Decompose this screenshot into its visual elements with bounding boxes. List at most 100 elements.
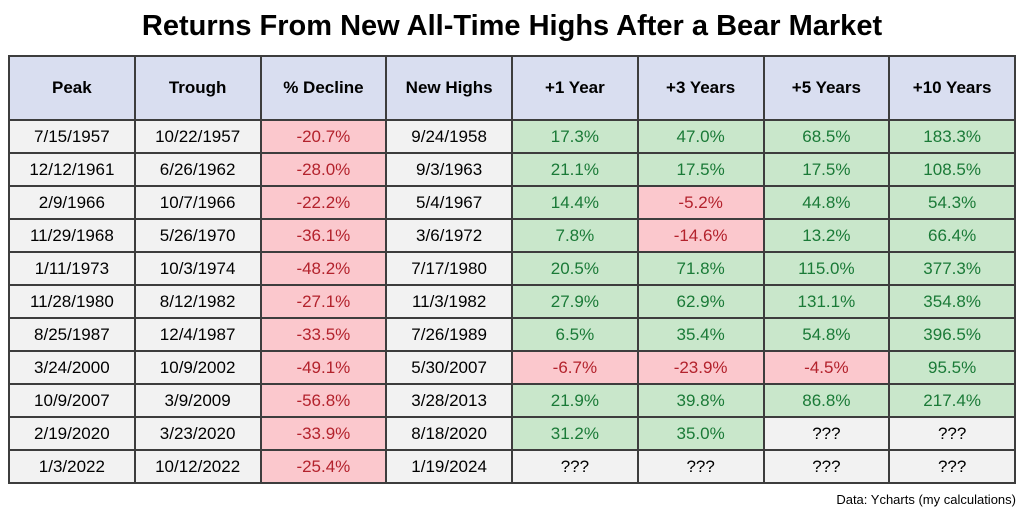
table-cell: ??? bbox=[636, 449, 765, 484]
table-cell: 7/17/1980 bbox=[385, 251, 513, 286]
table-row: 3/24/2000 10/9/2002 -49.1% 5/30/2007 -6.7% -2… bbox=[8, 350, 1016, 385]
table-row: 2/19/2020 3/23/2020 -33.9% 8/18/2020 31.2% 35… bbox=[8, 416, 1016, 451]
table-cell: -36.1% bbox=[259, 218, 388, 253]
table-cell: 44.8% bbox=[762, 185, 891, 220]
column-header: +5 Years bbox=[762, 55, 891, 121]
table-cell: 6.5% bbox=[511, 317, 639, 352]
table-cell: 12/12/1961 bbox=[8, 152, 136, 187]
column-header: +3 Years bbox=[636, 55, 765, 121]
table-cell: 10/9/2007 bbox=[8, 383, 136, 418]
table-cell: 1/11/1973 bbox=[8, 251, 136, 286]
table-cell: 3/9/2009 bbox=[133, 383, 262, 418]
table-cell: 354.8% bbox=[888, 284, 1016, 319]
table-cell: 2/9/1966 bbox=[8, 185, 136, 220]
table-cell: 3/6/1972 bbox=[385, 218, 513, 253]
table-cell: 9/3/1963 bbox=[385, 152, 513, 187]
header-row: Peak Trough% Decline New Highs +1 Year +3 Ye… bbox=[8, 55, 1016, 121]
table-cell: 86.8% bbox=[762, 383, 891, 418]
table-cell: 62.9% bbox=[636, 284, 765, 319]
table-cell: -56.8% bbox=[259, 383, 388, 418]
table-cell: ??? bbox=[888, 449, 1016, 484]
table-cell: 47.0% bbox=[636, 119, 765, 154]
table-row: 7/15/1957 10/22/1957 -20.7% 9/24/1958 17.3% 4… bbox=[8, 119, 1016, 154]
table-cell: -25.4% bbox=[259, 449, 388, 484]
table-cell: 8/18/2020 bbox=[385, 416, 513, 451]
table-cell: 20.5% bbox=[511, 251, 639, 286]
table-cell: 12/4/1987 bbox=[133, 317, 262, 352]
table-cell: 17.3% bbox=[511, 119, 639, 154]
column-header: New Highs bbox=[385, 55, 513, 121]
table-cell: 10/12/2022 bbox=[133, 449, 262, 484]
table-cell: 7/15/1957 bbox=[8, 119, 136, 154]
table-cell: 5/26/1970 bbox=[133, 218, 262, 253]
table-row: 1/11/1973 10/3/1974 -48.2% 7/17/1980 20.5% 71… bbox=[8, 251, 1016, 286]
table-cell: 5/30/2007 bbox=[385, 350, 513, 385]
table-cell: -5.2% bbox=[636, 185, 765, 220]
table-cell: -49.1% bbox=[259, 350, 388, 385]
column-header: Trough bbox=[133, 55, 262, 121]
table-cell: 10/7/1966 bbox=[133, 185, 262, 220]
table-cell: 7/26/1989 bbox=[385, 317, 513, 352]
table-cell: 3/28/2013 bbox=[385, 383, 513, 418]
column-header: +1 Year bbox=[511, 55, 639, 121]
table-cell: ??? bbox=[762, 416, 891, 451]
table-cell: 17.5% bbox=[762, 152, 891, 187]
table-cell: 71.8% bbox=[636, 251, 765, 286]
returns-table: Peak Trough% Decline New Highs +1 Year +3 Ye… bbox=[8, 55, 1016, 484]
table-cell: 5/4/1967 bbox=[385, 185, 513, 220]
table-cell: -22.2% bbox=[259, 185, 388, 220]
table-row: 10/9/2007 3/9/2009 -56.8% 3/28/2013 21.9% 39.… bbox=[8, 383, 1016, 418]
table-cell: -33.5% bbox=[259, 317, 388, 352]
table-cell: 9/24/1958 bbox=[385, 119, 513, 154]
column-header: % Decline bbox=[259, 55, 388, 121]
table-cell: -6.7% bbox=[511, 350, 639, 385]
table-cell: -4.5% bbox=[762, 350, 891, 385]
table-row: 11/28/1980 8/12/1982 -27.1% 11/3/1982 27.9% 6… bbox=[8, 284, 1016, 319]
table-cell: 108.5% bbox=[888, 152, 1016, 187]
table-cell: ??? bbox=[511, 449, 639, 484]
table-cell: 7.8% bbox=[511, 218, 639, 253]
table-cell: 1/3/2022 bbox=[8, 449, 136, 484]
table-cell: 17.5% bbox=[636, 152, 765, 187]
table-cell: 131.1% bbox=[762, 284, 891, 319]
table-cell: 217.4% bbox=[888, 383, 1016, 418]
table-row: 2/9/1966 10/7/1966 -22.2% 5/4/1967 14.4% -5.2… bbox=[8, 185, 1016, 220]
table-cell: -33.9% bbox=[259, 416, 388, 451]
table-cell: 183.3% bbox=[888, 119, 1016, 154]
table-cell: 377.3% bbox=[888, 251, 1016, 286]
table-cell: 68.5% bbox=[762, 119, 891, 154]
table-cell: 8/12/1982 bbox=[133, 284, 262, 319]
table-cell: 11/3/1982 bbox=[385, 284, 513, 319]
table-cell: 1/19/2024 bbox=[385, 449, 513, 484]
table-cell: 27.9% bbox=[511, 284, 639, 319]
table-cell: 54.8% bbox=[762, 317, 891, 352]
table-cell: ??? bbox=[888, 416, 1016, 451]
table-cell: 66.4% bbox=[888, 218, 1016, 253]
table-cell: 115.0% bbox=[762, 251, 891, 286]
data-source-note: Data: Ycharts (my calculations) bbox=[836, 492, 1016, 507]
table-cell: -14.6% bbox=[636, 218, 765, 253]
table-cell: 10/3/1974 bbox=[133, 251, 262, 286]
table-cell: 11/29/1968 bbox=[8, 218, 136, 253]
table-cell: 396.5% bbox=[888, 317, 1016, 352]
table-cell: 3/23/2020 bbox=[133, 416, 262, 451]
table-cell: 8/25/1987 bbox=[8, 317, 136, 352]
table-cell: 6/26/1962 bbox=[133, 152, 262, 187]
table-cell: 54.3% bbox=[888, 185, 1016, 220]
table-cell: 10/9/2002 bbox=[133, 350, 262, 385]
table-cell: 2/19/2020 bbox=[8, 416, 136, 451]
table-cell: 39.8% bbox=[636, 383, 765, 418]
table-row: 11/29/1968 5/26/1970 -36.1% 3/6/1972 7.8% -14… bbox=[8, 218, 1016, 253]
table-cell: -23.9% bbox=[636, 350, 765, 385]
table-cell: -27.1% bbox=[259, 284, 388, 319]
table-cell: ??? bbox=[762, 449, 891, 484]
table-cell: -20.7% bbox=[259, 119, 388, 154]
table-cell: -28.0% bbox=[259, 152, 388, 187]
table-cell: 95.5% bbox=[888, 350, 1016, 385]
table-cell: 11/28/1980 bbox=[8, 284, 136, 319]
table-row: 8/25/1987 12/4/1987 -33.5% 7/26/1989 6.5% 35.… bbox=[8, 317, 1016, 352]
table-body: 7/15/1957 10/22/1957 -20.7% 9/24/1958 17.3% 4… bbox=[8, 119, 1016, 484]
table-row: 1/3/2022 10/12/2022 -25.4% 1/19/2024???????… bbox=[8, 449, 1016, 484]
table-cell: 14.4% bbox=[511, 185, 639, 220]
